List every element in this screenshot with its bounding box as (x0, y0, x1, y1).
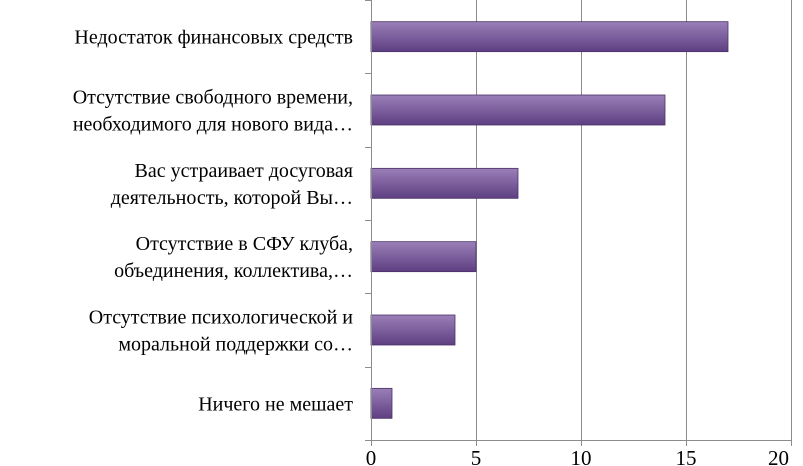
category-label-1: Недостаток финансовых средств (74, 27, 353, 49)
category-label-2: Отсутствие свободного времени, необходимо… (73, 87, 353, 136)
category-label-line: Ничего не мешает (198, 393, 353, 415)
category-label-line: Отсутствие свободного времени, (73, 87, 353, 109)
category-label-line: объединения, коллектива,… (114, 260, 353, 282)
category-label-line: Вас устраивает досуговая (135, 160, 353, 182)
x-tick-label-20: 20 (768, 446, 789, 466)
category-label-5: Отсутствие психологической и моральной по… (89, 307, 354, 356)
category-label-4: Отсутствие в СФУ клуба, объединения, колл… (114, 233, 353, 282)
bars (370, 21, 729, 419)
axes (365, 0, 792, 446)
category-label-line: необходимого для нового вида… (73, 114, 353, 136)
x-tick-label-5: 5 (471, 446, 482, 466)
category-labels: Недостаток финансовых средств Отсутствие … (73, 27, 354, 416)
bar-1 (370, 21, 729, 53)
category-label-line: моральной поддержки со… (118, 334, 353, 356)
category-label-3: Вас устраивает досуговая деятельность, ко… (111, 160, 353, 209)
x-tick-label-10: 10 (571, 446, 592, 466)
grid-lines (476, 0, 792, 440)
bar-4 (370, 241, 477, 273)
category-label-line: деятельность, которой Вы… (111, 187, 353, 209)
tick-labels: 0 5 10 15 20 (366, 446, 789, 466)
category-label-line: Отсутствие в СФУ клуба, (136, 233, 353, 255)
bar-6 (370, 387, 393, 419)
category-label-6: Ничего не мешает (198, 393, 353, 415)
bar-2 (370, 94, 666, 126)
x-tick-label-0: 0 (366, 446, 377, 466)
x-tick-label-15: 15 (676, 446, 697, 466)
bar-3 (370, 167, 519, 199)
category-label-line: Отсутствие психологической и (89, 307, 354, 329)
bar-5 (370, 314, 456, 346)
category-label-line: Недостаток финансовых средств (74, 27, 353, 49)
